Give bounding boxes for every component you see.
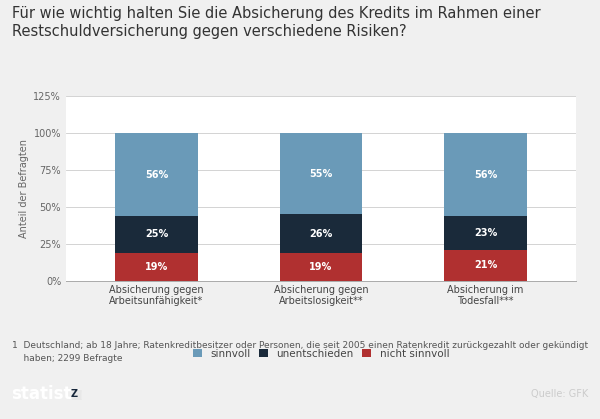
Legend: sinnvoll, unentschieden, nicht sinnvoll: sinnvoll, unentschieden, nicht sinnvoll [188, 345, 454, 363]
Bar [280, 133, 362, 215]
Text: 21%: 21% [474, 260, 497, 270]
Text: Quelle: GFK: Quelle: GFK [531, 389, 588, 399]
Bar [115, 133, 197, 216]
Bar [280, 253, 362, 281]
Text: Z: Z [71, 389, 78, 399]
Text: 25%: 25% [145, 229, 168, 239]
Text: 56%: 56% [145, 170, 168, 179]
Bar [445, 250, 527, 281]
Text: haben; 2299 Befragte: haben; 2299 Befragte [12, 354, 122, 363]
Text: 1  Deutschland; ab 18 Jahre; Ratenkreditbesitzer oder Personen, die seit 2005 ei: 1 Deutschland; ab 18 Jahre; Ratenkreditb… [12, 341, 588, 350]
Y-axis label: Anteil der Befragten: Anteil der Befragten [19, 139, 29, 238]
Text: 19%: 19% [145, 262, 168, 272]
Text: 55%: 55% [310, 169, 332, 179]
Text: statista: statista [11, 385, 82, 403]
Text: 23%: 23% [474, 228, 497, 238]
Bar [115, 216, 197, 253]
Text: 56%: 56% [474, 170, 497, 179]
Bar [445, 133, 527, 216]
Text: ■: ■ [71, 388, 83, 401]
Bar [115, 253, 197, 281]
Bar [280, 215, 362, 253]
Text: Für wie wichtig halten Sie die Absicherung des Kredits im Rahmen einer
Restschul: Für wie wichtig halten Sie die Absicheru… [12, 6, 541, 39]
Bar [445, 216, 527, 250]
Text: 26%: 26% [310, 228, 332, 238]
Text: 19%: 19% [310, 262, 332, 272]
